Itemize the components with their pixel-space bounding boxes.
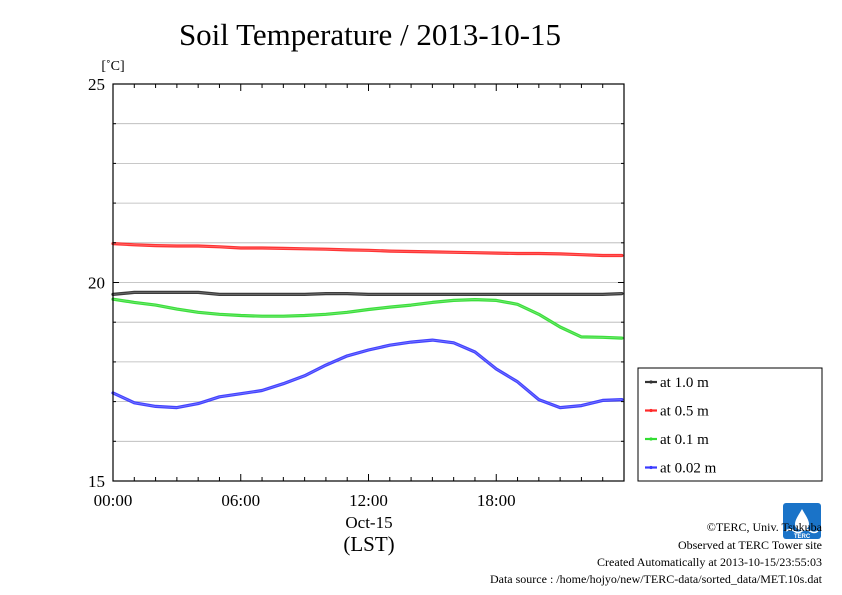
x-axis-date-label: Oct-15 <box>345 513 392 532</box>
grid-lines <box>113 123 624 442</box>
x-tick-label: 12:00 <box>349 491 388 510</box>
legend-label: at 0.5 m <box>660 404 709 420</box>
series-line-highlight-1 <box>112 292 622 295</box>
terc-logo-icon: TERC <box>783 503 821 540</box>
y-axis-unit-label: [˚C] <box>101 59 124 74</box>
y-tick-label: 20 <box>88 274 105 293</box>
legend-marker <box>649 380 653 384</box>
series-line-4 <box>111 338 624 410</box>
legend-label: at 1.0 m <box>660 375 709 391</box>
x-axis-label: (LST) <box>343 532 394 556</box>
legend-label: at 0.1 m <box>660 432 709 448</box>
series-line-2 <box>111 242 624 258</box>
series-line-highlight-4 <box>112 339 622 408</box>
series-line-3 <box>111 297 624 340</box>
series-line-highlight-3 <box>112 298 622 339</box>
y-tick-label: 25 <box>88 75 105 94</box>
legend-label: at 0.02 m <box>660 461 717 477</box>
legend-marker <box>649 437 653 441</box>
y-tick-label: 15 <box>88 472 105 491</box>
legend-box <box>637 367 823 482</box>
axes: 15 20 25 00:00 06:00 12:00 18:00 <box>88 75 625 510</box>
x-tick-label: 18:00 <box>477 491 516 510</box>
series-line-1 <box>111 290 624 296</box>
credit-copyright: ©TERC, Univ. Tsukuba <box>707 520 823 534</box>
terc-logo-text: TERC <box>794 534 811 540</box>
credit-observed: Observed at TERC Tower site <box>678 538 822 552</box>
terc-logo-drop <box>795 509 809 530</box>
x-tick-label: 00:00 <box>94 491 133 510</box>
x-tick-label: 06:00 <box>221 491 260 510</box>
legend-marker <box>649 465 653 470</box>
legend: at 1.0 m at 0.5 m at 0.1 m at 0.02 m <box>637 367 823 482</box>
credit-source: Data source : /home/hojyo/new/TERC-data/… <box>490 572 823 586</box>
credit-created: Created Automatically at 2013-10-15/23:5… <box>597 555 822 569</box>
terc-logo-wave <box>785 528 819 534</box>
series-line-highlight-2 <box>112 243 622 256</box>
legend-marker <box>649 408 653 413</box>
series-layer <box>111 242 624 410</box>
chart-title: Soil Temperature / 2013-10-15 <box>179 17 561 52</box>
